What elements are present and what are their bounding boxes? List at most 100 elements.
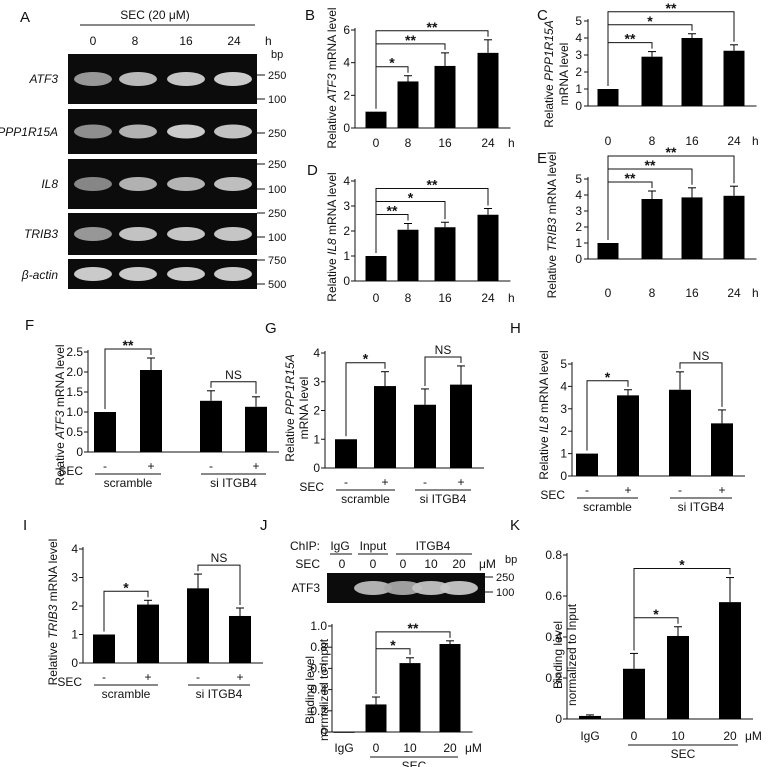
gel-band [384,581,422,595]
y-axis-label: Binding level [551,621,565,689]
panel-i-ylabel: Relative TRIB3 mRNA level [46,539,60,686]
chip-group-igg: IgG [330,539,349,553]
chip-sec-value: 20 [452,557,466,571]
x-tick-label: 24 [727,286,741,300]
bar [450,384,472,468]
gel-marker-label: 250 [268,159,286,171]
significance-label: ** [666,0,677,16]
gel-marker-label: 100 [268,184,286,196]
gel-band [167,177,205,191]
y-tick-label: 4 [560,379,567,393]
bar [681,38,703,106]
bar [365,704,387,732]
y-tick-label: 0.6 [545,589,562,603]
sec-sign: + [252,459,259,473]
chip-label: ChIP: [290,539,320,553]
y-tick-label: 6 [343,23,350,37]
y-tick-label: 3 [560,402,567,416]
gel-band [119,72,157,86]
significance-bracket [375,631,451,695]
group-label: scramble [102,687,151,701]
x-unit-label: μM [465,741,482,755]
y-tick-label: 0 [313,461,320,475]
y-tick-label: 0 [76,445,83,459]
y-tick-label: 2 [560,424,567,438]
significance-bracket [607,11,735,86]
y-tick-label: 5 [575,172,582,186]
bar [723,195,745,259]
bar [434,227,456,281]
x-tick-label: 16 [685,134,699,148]
sec-sign: + [236,670,243,684]
panel-letter-b: B [305,7,315,24]
significance-bracket [424,356,462,386]
group-label: si ITGB4 [210,476,257,490]
chart-panel-h: 0 1 2 3 4 5 SEC - + - + scramble si ITGB4 * NS [540,349,745,514]
x-tick-label: 0 [605,286,612,300]
x-unit-label: h [508,291,515,305]
x-group-label: SEC [671,747,696,761]
group-label: scramble [583,500,632,514]
x-tick-label: 10 [671,729,685,743]
chip-sec-value: 0 [370,557,377,571]
y-axis-label: Relative IL8 mRNA level [537,350,551,479]
x-tick-label: 20 [723,729,737,743]
significance-label: NS [435,343,452,357]
y-tick-label: 2 [575,220,582,234]
bar [365,256,387,281]
y-tick-label: 0.4 [545,630,562,644]
y-tick-label: 0.8 [545,548,562,562]
y-tick-label: 4 [71,542,78,556]
gel-band [354,581,392,595]
chip-sec-value: 10 [424,557,438,571]
bar [669,389,691,476]
y-tick-label: 0 [343,274,350,288]
sec-row-label: SEC [58,464,83,478]
significance-label: ** [427,19,438,35]
panel-letter-f: F [25,317,34,334]
significance-label: * [389,55,395,71]
sec-row-label: SEC [57,675,82,689]
x-tick-label: 0 [373,741,380,755]
y-axis-label-line2: normalized to Input [317,638,331,741]
significance-bracket [633,568,731,651]
y-tick-label: 3 [575,204,582,218]
y-tick-label: 4 [343,56,350,70]
significance-label: * [123,579,129,595]
significance-label: ** [408,620,419,636]
panel-a-gel: SEC (20 μM) 0 8 16 24 h bp ATF3 PPP1R15A… [0,8,286,291]
sec-sign: - [678,483,682,497]
y-tick-label: 2 [343,224,350,238]
panel-h-ylabel: Relative IL8 mRNA level [537,350,551,479]
significance-label: NS [225,368,242,382]
y-tick-label: 0.8 [310,640,327,654]
gel-band [119,227,157,241]
bar [94,412,116,452]
chart-panel-k: 0 0.2 0.4 0.6 0.8 IgG 0 10 20 μM SEC * * [545,548,762,761]
x-tick-label: 24 [481,291,495,305]
chip-group-input: Input [360,539,387,553]
significance-label: * [390,637,396,653]
panel-e-ylabel: Relative TRIB3 mRNA level [545,152,559,299]
chip-sec-value: 0 [339,557,346,571]
x-tick-label: 8 [649,286,656,300]
x-unit-label: h [508,136,515,150]
y-axis-label-line2: mRNA level [557,43,571,106]
x-tick-label: IgG [580,729,599,743]
bar [579,715,601,719]
y-tick-label: 0.2 [545,671,562,685]
y-tick-label: 3 [343,199,350,213]
y-tick-label: 4 [343,174,350,188]
chip-group-itgb4: ITGB4 [416,539,451,553]
gel-marker-label: 250 [268,128,286,140]
bar [477,214,499,281]
panel-letter-g: G [265,320,277,337]
y-tick-label: 1 [575,82,582,96]
gel-time-0: 0 [90,34,97,48]
panel-letter-h: H [510,320,521,337]
chip-sec-label: SEC [295,557,320,571]
gel-band [167,267,205,281]
significance-label: NS [211,551,228,565]
